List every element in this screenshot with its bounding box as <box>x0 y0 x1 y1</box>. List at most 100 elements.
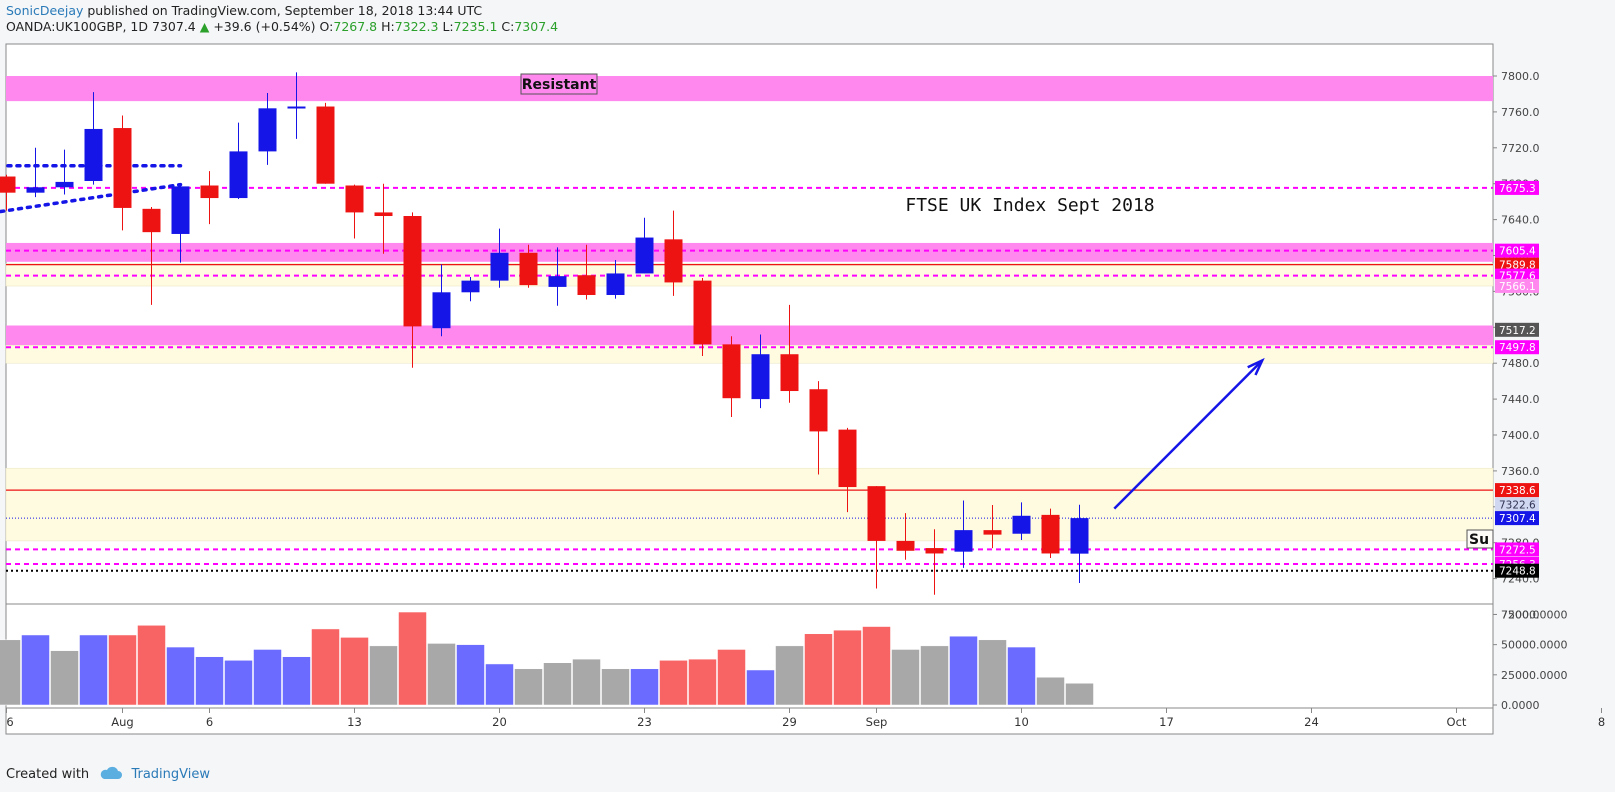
volume-bar <box>949 635 978 706</box>
candle-down <box>838 427 857 513</box>
candle-body <box>519 252 538 286</box>
price-tag: 7307.4 <box>1495 511 1539 526</box>
candle-body <box>983 530 1002 535</box>
candle-down <box>519 244 538 288</box>
y-tick-label: 7720.0 <box>1501 142 1540 155</box>
candle-up <box>287 72 306 139</box>
volume-bar <box>543 662 572 706</box>
up-triangle-icon: ▲ <box>199 19 210 34</box>
price-tag: 7248.8 <box>1495 563 1539 578</box>
x-tick-label: 17 <box>1159 715 1174 729</box>
price-tag-text: 7566.1 <box>1499 281 1536 293</box>
price-tag-text: 7517.2 <box>1499 325 1536 337</box>
y-tick-label: 7360.0 <box>1501 465 1540 478</box>
volume-bar <box>282 656 311 706</box>
plot-area <box>5 43 1494 735</box>
candle-up <box>461 277 480 302</box>
volume-bar <box>253 649 282 706</box>
candle-up <box>84 92 103 185</box>
candle-up <box>606 259 625 299</box>
volume-tick-label: 50000.0000 <box>1501 639 1567 652</box>
x-tick-label: Oct <box>1447 715 1467 729</box>
ohlc-line: OANDA:UK100GBP, 1D 7307.4 ▲ +39.6 (+0.54… <box>6 19 558 35</box>
candle-up <box>432 264 451 337</box>
candle-up <box>171 183 190 263</box>
price-tag: 7566.1 <box>1495 278 1539 293</box>
volume-bar <box>50 650 79 706</box>
zone-pink <box>6 242 1493 262</box>
candle-down <box>345 184 364 239</box>
candle-body <box>954 530 973 552</box>
candle-down <box>316 102 335 184</box>
candle-up <box>635 217 654 274</box>
x-tick-label: 24 <box>1304 715 1319 729</box>
author-link[interactable]: SonicDeejay <box>6 3 84 18</box>
price-tag: 7517.2 <box>1495 322 1539 337</box>
candle-body <box>84 128 103 182</box>
price-tag-text: 7272.5 <box>1499 544 1536 556</box>
price-tag-text: 7605.4 <box>1499 246 1536 258</box>
candle-body <box>171 186 190 234</box>
candle-down <box>200 171 219 225</box>
volume-bar <box>427 643 456 706</box>
candle-down <box>113 115 132 231</box>
candle-body <box>1012 515 1031 534</box>
price-tag-bg <box>1495 542 1539 557</box>
created-with-text: Created with <box>6 767 90 782</box>
volume-bar <box>485 663 514 706</box>
volume-bar <box>195 656 224 706</box>
chart-title: FTSE UK Index Sept 2018 <box>905 195 1154 216</box>
price-tag: 7272.5 <box>1495 542 1539 557</box>
volume-bar <box>369 645 398 706</box>
candle-down <box>983 505 1002 549</box>
price-tag: 7605.4 <box>1495 243 1539 258</box>
volume-tick-label: 25000.0000 <box>1501 669 1567 682</box>
volume-bar <box>572 658 601 706</box>
price-tag-bg <box>1495 497 1539 512</box>
candle-body <box>374 212 393 217</box>
volume-bar <box>862 626 891 706</box>
x-tick-label: 6 <box>6 715 13 729</box>
volume-bar <box>891 649 920 706</box>
candle-body <box>490 252 509 281</box>
zone-pink <box>6 325 1493 346</box>
candle-up <box>1070 504 1089 583</box>
publish-line: SonicDeejay published on TradingView.com… <box>6 3 558 19</box>
candle-down <box>693 277 712 357</box>
x-tick-label: Aug <box>111 715 133 729</box>
price-tag-text: 7497.8 <box>1499 342 1536 354</box>
candle-up <box>55 149 74 195</box>
close-value: 7307.4 <box>514 19 559 34</box>
price-tag-bg <box>1495 180 1539 195</box>
volume-bar <box>224 660 253 706</box>
y-tick-label: 7200.0 <box>1501 609 1540 622</box>
y-tick-label: 7400.0 <box>1501 429 1540 442</box>
y-tick-label: 7440.0 <box>1501 393 1540 406</box>
candle-body <box>316 106 335 184</box>
candle-body <box>200 185 219 199</box>
volume-bar <box>775 645 804 706</box>
candle-body <box>809 389 828 432</box>
resistant-label: Resistant <box>520 73 598 95</box>
chart-header: SonicDeejay published on TradingView.com… <box>6 3 558 35</box>
candle-down <box>577 244 596 300</box>
last-price: 7307.4 <box>151 19 196 34</box>
candle-up <box>1012 502 1031 541</box>
zone-pink <box>6 76 1493 102</box>
symbol-label[interactable]: OANDA:UK100GBP, 1D <box>6 19 148 34</box>
tradingview-link[interactable]: TradingView <box>131 767 210 782</box>
price-tag-text: 7675.3 <box>1499 183 1536 195</box>
open-label: O: <box>319 19 334 34</box>
volume-tick-label: 75000.0000 <box>1501 608 1567 621</box>
price-tag-bg <box>1495 340 1539 355</box>
candle-body <box>1041 514 1060 554</box>
price-tag: 7338.6 <box>1495 483 1539 498</box>
candle-body <box>635 237 654 274</box>
candle-body <box>287 106 306 109</box>
candle-down <box>722 336 741 418</box>
candle-body <box>432 292 451 329</box>
x-tick-label: 13 <box>347 715 362 729</box>
volume-bar <box>659 660 688 706</box>
candle-body <box>925 548 944 554</box>
